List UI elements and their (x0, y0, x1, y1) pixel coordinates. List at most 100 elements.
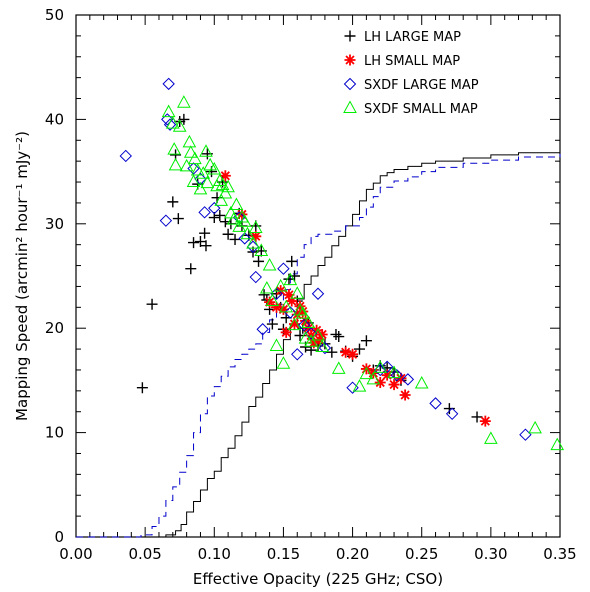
x-tick-label: 0.05 (128, 545, 161, 563)
point-plus (258, 289, 270, 301)
legend-marker-triangle (343, 100, 357, 113)
point-diamond (161, 113, 174, 126)
point-triangle (196, 166, 211, 179)
point-triangle (240, 226, 255, 240)
point-triangle (287, 317, 302, 331)
legend: LH LARGE MAP LH SMALL MAP SXDF LARGE MAP SX… (343, 30, 479, 117)
point-plus (136, 382, 148, 394)
y-tick-label: 40 (45, 110, 64, 128)
x-axis-label: Effective Opacity (225 GHz; CSO) (193, 570, 443, 588)
point-diamond (277, 262, 290, 275)
point-triangle (414, 375, 429, 389)
point-star (264, 296, 276, 308)
point-triangle (215, 177, 230, 191)
point-plus (185, 263, 197, 275)
point-diamond (256, 323, 269, 336)
point-diamond (429, 397, 442, 410)
point-diamond (297, 318, 311, 332)
point-triangle (279, 299, 294, 313)
point-triangle (315, 339, 329, 352)
point-diamond (380, 360, 394, 374)
axes-box (75, 14, 561, 538)
point-star (297, 305, 309, 317)
point-triangle (177, 95, 191, 108)
point-triangle (207, 161, 222, 175)
point-plus (167, 196, 179, 208)
point-star (311, 324, 323, 336)
point-star (302, 322, 314, 334)
legend-marker-star (344, 54, 356, 66)
point-star (381, 369, 393, 381)
legend-label: SXDF LARGE MAP (364, 78, 479, 93)
point-diamond (390, 368, 404, 382)
point-triangle (359, 366, 374, 380)
point-diamond (311, 287, 325, 300)
point-diamond (270, 287, 283, 300)
point-star (395, 372, 407, 384)
point-diamond (401, 373, 415, 386)
point-star (316, 328, 328, 340)
legend-marker-diamond (343, 77, 357, 91)
axis-ticks: 0.00 0.05 0.10 0.15 0.20 0.25 0.30 0.35 0 10 20 30 4… (45, 6, 577, 563)
point-diamond (291, 348, 304, 361)
y-tick-label: 0 (54, 528, 64, 546)
point-triangle (214, 193, 229, 206)
point-triangle (237, 214, 252, 227)
point-star (283, 289, 295, 301)
point-diamond (318, 341, 332, 355)
point-triangle (167, 142, 182, 155)
point-plus (178, 113, 190, 125)
point-triangle (221, 179, 235, 193)
point-star (219, 170, 231, 182)
point-star (294, 300, 306, 312)
point-plus (471, 411, 483, 423)
point-diamond (445, 407, 459, 421)
x-tick-label: 0.25 (405, 545, 438, 563)
point-star (288, 318, 300, 330)
point-star (277, 303, 289, 315)
point-star (374, 376, 386, 388)
point-plus (172, 213, 184, 225)
point-triangle (259, 280, 274, 294)
solid-curve (76, 150, 561, 538)
point-star (340, 346, 352, 358)
point-triangle (226, 212, 241, 225)
legend-marker-plus (344, 30, 356, 42)
point-diamond (162, 77, 175, 91)
point-triangle (352, 379, 367, 392)
plot-frame (75, 14, 561, 538)
point-triangle (290, 286, 305, 299)
point-triangle (269, 338, 284, 351)
point-triangle (283, 272, 298, 286)
point-plus (326, 346, 338, 358)
point-triangle (248, 220, 263, 233)
point-diamond (159, 214, 173, 227)
x-tick-label: 0.15 (267, 545, 300, 563)
y-tick-label: 10 (45, 424, 64, 442)
x-tick-label: 0.00 (59, 545, 92, 563)
point-plus (330, 328, 342, 340)
point-diamond (208, 201, 221, 215)
point-plus (253, 255, 265, 267)
x-tick-label: 0.10 (198, 545, 231, 563)
y-tick-label: 20 (45, 319, 64, 337)
point-triangle (528, 420, 542, 434)
point-plus (199, 227, 211, 239)
point-triangle (484, 431, 498, 444)
point-triangle (182, 134, 197, 148)
point-triangle (188, 151, 202, 165)
point-triangle (246, 236, 260, 249)
data-points (119, 77, 565, 451)
point-star (347, 348, 359, 360)
point-triangle (273, 278, 288, 292)
point-triangle (265, 293, 280, 307)
point-diamond (249, 270, 262, 284)
point-triangle (161, 104, 176, 118)
point-triangle (254, 243, 269, 256)
point-diamond (194, 172, 207, 186)
point-plus (146, 298, 158, 310)
point-star (308, 337, 320, 349)
y-tick-label: 50 (45, 6, 64, 24)
point-triangle (366, 371, 381, 385)
point-triangle (179, 158, 194, 172)
